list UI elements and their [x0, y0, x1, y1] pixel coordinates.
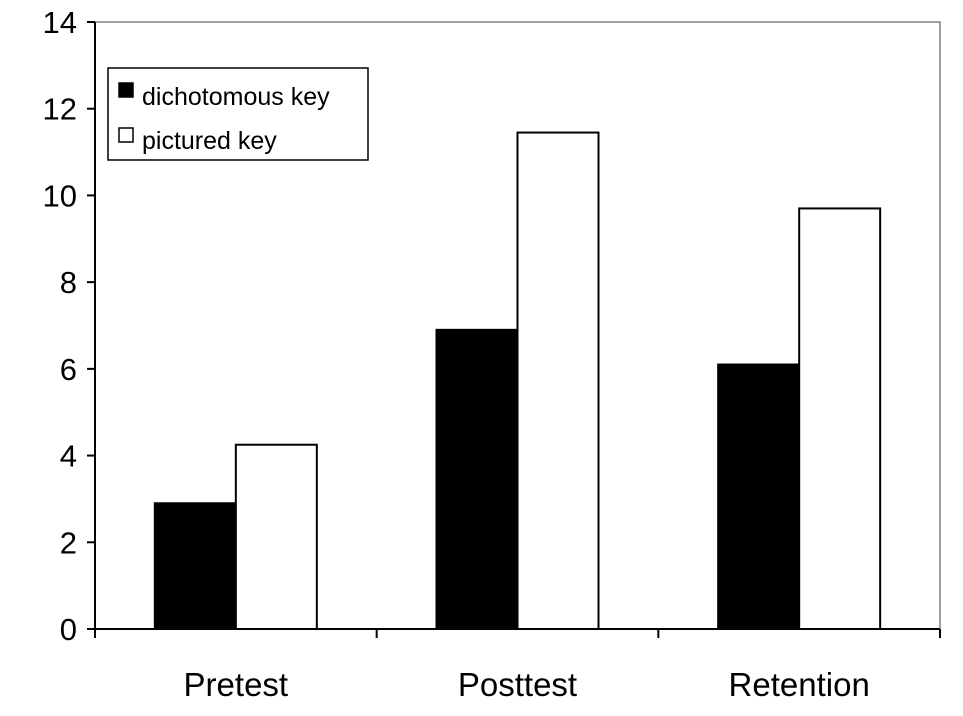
bar-pictured-key-retention: [798, 207, 882, 631]
y-tick-label: 8: [60, 265, 77, 300]
x-tick-label: Posttest: [458, 666, 577, 703]
chart-marks: [153, 131, 882, 631]
bar-dichotomous-key-retention: [717, 363, 801, 630]
x-tick-label: Pretest: [184, 666, 289, 703]
x-tick-label: Retention: [729, 666, 870, 703]
legend-label-dichotomous-key: dichotomous key: [142, 83, 330, 111]
y-tick-label: 6: [60, 352, 77, 387]
y-tick-label: 10: [43, 178, 77, 213]
y-tick-label: 4: [60, 439, 77, 474]
legend-box: [107, 67, 369, 161]
bar-pictured-key-pretest: [234, 443, 318, 630]
y-tick-label: 0: [60, 612, 77, 647]
bar-dichotomous-key-pretest: [153, 502, 237, 630]
legend-swatch-pictured-key: [118, 127, 134, 143]
y-tick-label: 12: [43, 92, 77, 127]
y-tick-label: 2: [60, 525, 77, 560]
legend-swatch-dichotomous-key: [118, 82, 134, 98]
bar-dichotomous-key-posttest: [435, 328, 519, 630]
y-axis: 0 2 4 6 8 10 12 14: [43, 5, 95, 647]
y-tick-label: 14: [43, 5, 77, 40]
x-axis: Pretest Posttest Retention: [94, 629, 941, 703]
legend-label-pictured-key: pictured key: [142, 127, 277, 155]
bar-pictured-key-posttest: [516, 131, 600, 631]
legend: dichotomous key pictured key: [107, 67, 369, 161]
